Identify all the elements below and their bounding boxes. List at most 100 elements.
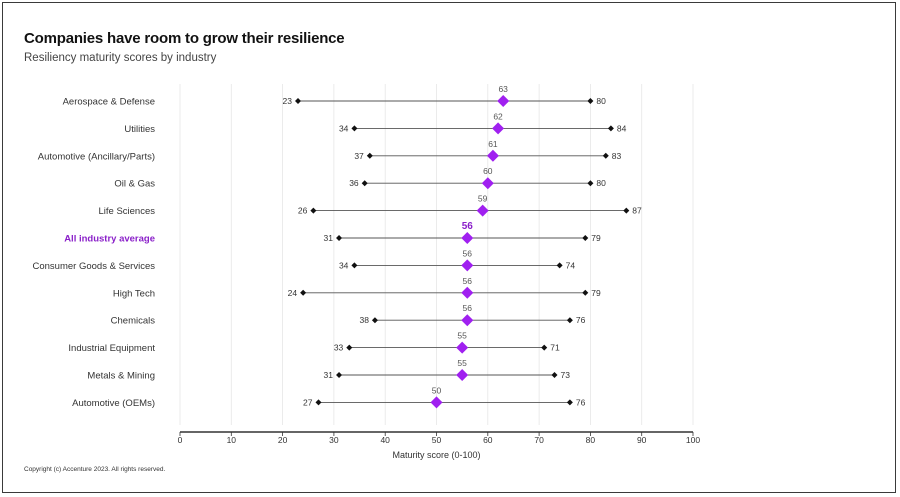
average-marker	[497, 95, 510, 107]
max-value-label: 79	[591, 233, 601, 243]
x-tick-label: 20	[278, 435, 288, 445]
min-value-label: 27	[303, 397, 313, 407]
min-value-label: 23	[283, 96, 293, 106]
x-tick-label: 60	[483, 435, 493, 445]
row-4: Life Sciences 26 87 59	[98, 194, 642, 218]
average-marker	[476, 204, 489, 217]
average-value-label: 56	[463, 248, 473, 258]
min-marker	[315, 399, 322, 406]
x-tick-label: 50	[432, 435, 442, 445]
category-label: All industry average	[64, 234, 155, 245]
average-marker	[461, 314, 474, 327]
average-marker	[461, 259, 474, 272]
x-axis-title: Maturity score (0-100)	[392, 450, 480, 460]
min-value-label: 24	[288, 288, 298, 298]
average-marker	[456, 369, 469, 381]
min-marker	[336, 235, 343, 241]
category-label: Aerospace & Defense	[63, 97, 155, 108]
row-0: Aerospace & Defense 23 80 63	[63, 84, 607, 108]
x-tick-label: 80	[586, 435, 596, 445]
average-value-label: 60	[483, 166, 493, 176]
max-marker	[623, 207, 630, 214]
max-value-label: 73	[560, 370, 570, 380]
max-value-label: 87	[632, 206, 642, 216]
max-value-label: 83	[612, 151, 622, 161]
x-tick-label: 70	[534, 435, 544, 445]
average-value-label: 55	[457, 358, 467, 368]
min-marker	[336, 372, 343, 378]
row-9: Industrial Equipment 33 71 55	[68, 331, 560, 355]
max-marker	[602, 152, 609, 159]
category-label: Automotive (Ancillary/Parts)	[38, 151, 155, 162]
max-marker	[582, 289, 589, 296]
chart-rows: Aerospace & Defense 23 80 63 Utilities 34 84 62…	[33, 84, 643, 409]
gridlines	[179, 84, 694, 425]
category-label: Consumer Goods & Services	[33, 261, 156, 272]
x-tick-label: 90	[637, 435, 647, 445]
row-3: Oil & Gas 36 80 60	[114, 166, 606, 190]
max-marker	[607, 125, 614, 132]
x-tick-label: 30	[329, 435, 339, 445]
average-value-label: 50	[432, 385, 442, 395]
category-label: Oil & Gas	[114, 179, 155, 190]
average-marker	[456, 341, 469, 354]
min-marker	[310, 207, 317, 214]
min-marker	[351, 125, 358, 132]
category-label: Life Sciences	[98, 206, 155, 217]
max-marker	[551, 372, 558, 378]
average-marker	[430, 396, 443, 409]
average-marker	[486, 149, 499, 162]
min-value-label: 31	[324, 370, 334, 380]
category-label: Chemicals	[111, 316, 156, 327]
row-6: Consumer Goods & Services 34 74 56	[33, 248, 576, 272]
min-value-label: 26	[298, 206, 308, 216]
min-value-label: 37	[354, 151, 364, 161]
min-value-label: 34	[339, 123, 349, 133]
max-value-label: 76	[576, 397, 586, 407]
category-label: Automotive (OEMs)	[72, 398, 155, 409]
max-marker	[556, 262, 563, 269]
max-marker	[587, 180, 594, 187]
average-marker	[492, 122, 505, 135]
average-value-label: 61	[488, 139, 498, 149]
copyright-notice: Copyright (c) Accenture 2023. All rights…	[24, 466, 166, 473]
average-value-label: 55	[457, 331, 467, 341]
min-value-label: 33	[334, 343, 344, 353]
chart-subtitle: Resiliency maturity scores by industry	[24, 52, 217, 64]
average-value-label: 63	[498, 84, 508, 94]
max-marker	[582, 235, 589, 241]
min-marker	[300, 289, 307, 296]
max-marker	[541, 344, 548, 351]
min-value-label: 36	[349, 178, 359, 188]
x-tick-label: 100	[686, 435, 700, 445]
average-value-label: 59	[478, 194, 488, 204]
row-8: Chemicals 38 76 56	[111, 303, 586, 327]
row-2: Automotive (Ancillary/Parts) 37 83 61	[38, 139, 622, 163]
average-value-label: 56	[463, 303, 473, 313]
x-tick-label: 10	[227, 435, 237, 445]
x-axis: 0 10 20 30 40 50 60 70 80 90 100 Maturity score (0-…	[178, 431, 700, 460]
category-label: Industrial Equipment	[68, 343, 155, 354]
max-value-label: 76	[576, 315, 586, 325]
average-value-label: 62	[493, 111, 503, 121]
average-value-label: 56	[463, 276, 473, 286]
min-marker	[294, 98, 301, 104]
max-value-label: 84	[617, 123, 627, 133]
max-value-label: 80	[596, 96, 606, 106]
max-value-label: 80	[596, 178, 606, 188]
category-label: High Tech	[113, 288, 155, 299]
average-marker	[461, 286, 474, 299]
row-10: Metals & Mining 31 73 55	[87, 358, 570, 382]
max-marker	[566, 399, 573, 406]
x-tick-label: 0	[178, 435, 183, 445]
min-value-label: 31	[324, 233, 334, 243]
max-marker	[587, 98, 594, 104]
category-label: Utilities	[124, 124, 155, 135]
min-marker	[371, 317, 378, 324]
min-marker	[366, 152, 373, 159]
average-marker	[461, 232, 474, 244]
min-marker	[346, 344, 353, 351]
row-11: Automotive (OEMs) 27 76 50	[72, 385, 585, 409]
